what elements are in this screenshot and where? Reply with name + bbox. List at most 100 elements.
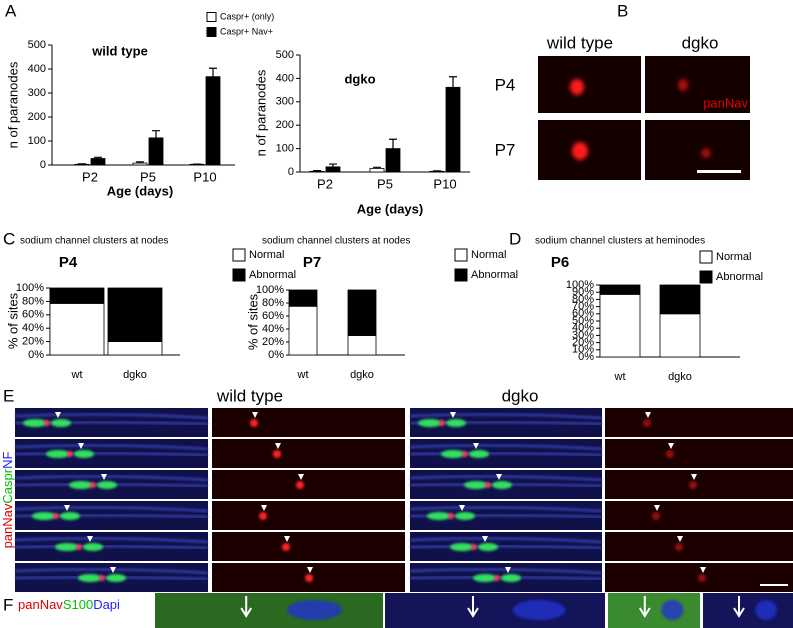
nucleus (512, 600, 566, 620)
x-tick-label: dgko (668, 371, 692, 383)
stain: Dapi (93, 597, 120, 612)
paranode (478, 543, 498, 551)
y-tick-label: 40% (22, 322, 44, 334)
arrowhead (654, 505, 660, 511)
bar-segment (107, 341, 163, 356)
arrow (733, 596, 745, 618)
signal (296, 481, 304, 489)
arrowhead (668, 443, 674, 449)
bar-segment (288, 289, 318, 307)
paranode (83, 543, 103, 551)
x-tick-label: P5 (140, 169, 156, 184)
paranode (69, 481, 93, 489)
node (485, 482, 491, 488)
bar (74, 163, 90, 166)
bar (369, 168, 385, 173)
x-tick-label: wt (297, 369, 309, 381)
paranode (97, 481, 117, 489)
paranode (78, 574, 102, 582)
fiber (409, 452, 603, 456)
column-label: dgko (682, 33, 719, 52)
y-tick-label: 100% (16, 282, 44, 294)
arrowhead (64, 505, 70, 511)
y-tick-label: 10% (572, 344, 594, 356)
y-axis-label: n of paranodes (5, 61, 20, 148)
node (494, 575, 500, 581)
arrowhead (101, 474, 107, 480)
paranode (492, 481, 512, 489)
chart: 0 100 200 300 400 500 wild type Age (days) n of … (5, 11, 274, 198)
x-tick-label: P2 (82, 169, 98, 184)
paranode (418, 419, 442, 427)
chart-subtitle: P6 (551, 254, 569, 271)
fiber (409, 413, 603, 419)
y-tick-label: 70% (572, 301, 594, 313)
paranode (46, 450, 70, 458)
x-tick-label: dgko (123, 369, 147, 381)
bar-segment (49, 303, 105, 356)
panel-letter: A (5, 1, 17, 20)
y-tick-label: 400 (276, 72, 294, 84)
y-tick-label: 0% (578, 351, 594, 363)
signal (652, 512, 660, 520)
signal (698, 574, 706, 582)
y-tick-label: 0 (288, 166, 294, 178)
chart: 0%20%40%60%80%100%sodium channel cluster… (245, 236, 518, 381)
row-label: P4 (495, 75, 516, 94)
micrograph (605, 532, 793, 561)
signal (305, 574, 313, 582)
fiber (409, 444, 603, 450)
bar (309, 170, 325, 173)
y-tick-label: 30% (572, 329, 594, 341)
stain: panNav (0, 503, 15, 548)
signal (250, 419, 258, 427)
signal (259, 512, 267, 520)
chart: 0%20%40%60%80%100%sodium channel cluster… (5, 236, 296, 381)
paranode (464, 481, 488, 489)
paranode (55, 543, 79, 551)
stain-label: panNavCasprNF (0, 452, 15, 549)
legend-label: Abnormal (249, 269, 296, 281)
bar-segment (49, 287, 105, 304)
micrograph (605, 408, 793, 437)
legend-swatch (232, 248, 246, 262)
bar-segment (347, 289, 377, 336)
arrow (638, 596, 651, 618)
micrograph (538, 56, 641, 113)
paranode (455, 512, 475, 520)
micrograph-grid (14, 408, 793, 592)
nucleus (755, 600, 777, 620)
panel-letter: F (3, 595, 13, 614)
legend-label: Normal (471, 249, 506, 261)
bar (429, 170, 445, 173)
scale-bar (760, 584, 788, 586)
arrowhead (298, 474, 304, 480)
fiber (409, 537, 603, 543)
y-tick-label: 200 (28, 111, 46, 123)
signal (701, 148, 711, 158)
fiber (14, 537, 209, 543)
paranode (106, 574, 126, 582)
arrowhead (307, 567, 313, 573)
stain: panNav (18, 597, 63, 612)
micrograph (212, 532, 405, 561)
signal (675, 543, 683, 551)
chart-title: sodium channel clusters at nodes (20, 236, 168, 247)
x-tick-label: P10 (193, 169, 216, 184)
chart-subtitle: P7 (303, 254, 321, 271)
legend-swatch (232, 268, 246, 282)
bar (385, 148, 401, 173)
node (67, 451, 73, 457)
chart: 0 100 200 300 400 500 dgko Age (days) n of paran… (253, 49, 470, 216)
arrowhead (700, 567, 706, 573)
signal (570, 79, 584, 95)
y-axis-label: % of sites (245, 293, 260, 350)
error-bar (152, 130, 160, 138)
signal (689, 481, 697, 489)
error-bar (389, 138, 397, 149)
arrowhead (261, 505, 267, 511)
error-bar (209, 67, 217, 77)
node (462, 451, 468, 457)
bar-segment (599, 293, 641, 358)
